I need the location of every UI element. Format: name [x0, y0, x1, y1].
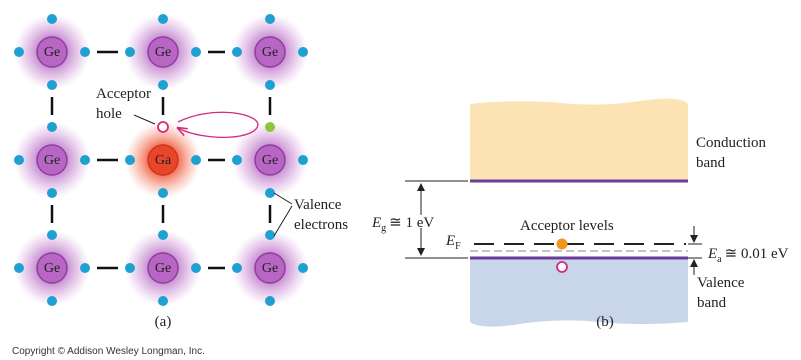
electron [125, 263, 135, 273]
conduction-band [470, 99, 688, 181]
electron [80, 155, 90, 165]
hole [158, 122, 168, 132]
electron [47, 122, 57, 132]
caption: (a) [155, 314, 172, 330]
electron [47, 80, 57, 90]
electron [80, 47, 90, 57]
electron [47, 188, 57, 198]
lattice: Ge Ge Ge Ge Ga Ge Ge Ge Ge [14, 14, 308, 306]
electron [298, 155, 308, 165]
electron [14, 47, 24, 57]
atom-label: Ge [155, 45, 171, 60]
fermi-label: EF [445, 233, 461, 252]
electron [232, 47, 242, 57]
valence-band [470, 258, 688, 327]
electron [265, 296, 275, 306]
pointer [274, 206, 292, 236]
electron [47, 14, 57, 24]
electron [158, 14, 168, 24]
electron [158, 188, 168, 198]
electron [232, 155, 242, 165]
electron [158, 230, 168, 240]
atom-label: Ge [44, 261, 60, 276]
atom-label: Ge [155, 261, 171, 276]
figure: Ge Ge Ge Ge Ga Ge Ge Ge Ge Acceptorhole Valencee… [0, 0, 801, 360]
electron [265, 122, 275, 132]
hole [557, 262, 567, 272]
electron [125, 155, 135, 165]
acceptor-energy-label: Ea≅ 0.01 eV [707, 246, 789, 265]
copyright: Copyright © Addison Wesley Longman, Inc. [12, 346, 205, 357]
electron [125, 47, 135, 57]
atom-label: Ge [262, 261, 278, 276]
electron [191, 47, 201, 57]
electron [191, 263, 201, 273]
atom-label: Ge [44, 45, 60, 60]
electron [14, 263, 24, 273]
electron [265, 14, 275, 24]
atom-label: Ge [262, 153, 278, 168]
electron [191, 155, 201, 165]
electron [232, 263, 242, 273]
electron [557, 239, 568, 250]
electron [158, 296, 168, 306]
electron [47, 296, 57, 306]
electron [298, 263, 308, 273]
electron [14, 155, 24, 165]
electron [47, 230, 57, 240]
electron [265, 80, 275, 90]
acceptor-label: Acceptor levels [520, 218, 614, 234]
atom-label: Ge [44, 153, 60, 168]
atom-label: Ge [262, 45, 278, 60]
pointer [134, 115, 155, 124]
electron [265, 188, 275, 198]
electron [80, 263, 90, 273]
electron [265, 230, 275, 240]
gap-label: Eg≅ 1 eV [371, 215, 434, 234]
electron [298, 47, 308, 57]
atom-label: Ga [155, 153, 172, 168]
electron [158, 80, 168, 90]
caption: (b) [596, 314, 614, 330]
